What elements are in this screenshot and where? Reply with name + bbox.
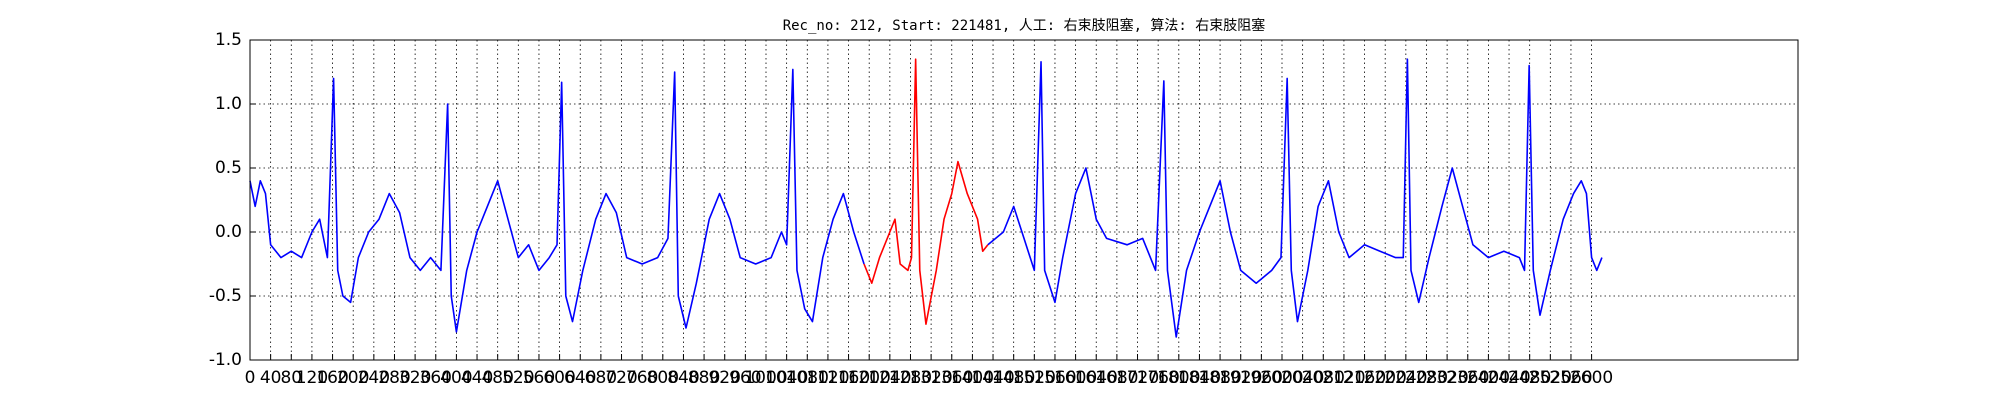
x-tick-label: 680 xyxy=(585,368,617,388)
x-tick-label: 2200 xyxy=(1364,368,1407,388)
x-tick-label: 1600 xyxy=(1054,368,1097,388)
x-tick-label: 2040 xyxy=(1281,368,1324,388)
x-tick-label: 2280 xyxy=(1405,368,1448,388)
x-tick-label: 2560 xyxy=(1549,368,1592,388)
x-tick-label: 2600 xyxy=(1570,368,1613,388)
x-tick-label: 1200 xyxy=(848,368,891,388)
ecg-line xyxy=(249,68,865,333)
x-tick-label: 1000 xyxy=(744,368,787,388)
x-tick-label: 880 xyxy=(688,368,720,388)
x-tick-label: 1120 xyxy=(806,368,849,388)
x-tick-label: 240 xyxy=(358,368,390,388)
x-tick-label: 1360 xyxy=(930,368,973,388)
y-tick-label: 1.5 xyxy=(215,30,242,50)
x-tick-label: 920 xyxy=(708,368,740,388)
x-tick-label: 2360 xyxy=(1446,368,1489,388)
ecg-line xyxy=(863,58,989,325)
y-tick-label: 0.0 xyxy=(215,222,242,242)
x-tick-label: 1520 xyxy=(1013,368,1056,388)
x-tick-label: 1080 xyxy=(786,368,829,388)
x-tick-label: 560 xyxy=(523,368,555,388)
x-tick-label: 720 xyxy=(605,368,637,388)
x-tick-label: 2240 xyxy=(1384,368,1427,388)
x-tick-label: 1280 xyxy=(889,368,932,388)
x-tick-label: 1040 xyxy=(765,368,808,388)
x-tick-label: 1680 xyxy=(1095,368,1138,388)
y-tick-label: -0.5 xyxy=(209,286,242,306)
x-tick-label: 480 xyxy=(481,368,513,388)
chart-title: Rec_no: 212, Start: 221481, 人工: 右束肢阻塞, 算… xyxy=(783,17,1266,34)
x-tick-label: 520 xyxy=(502,368,534,388)
x-tick-label: 800 xyxy=(647,368,679,388)
x-tick-label: 440 xyxy=(461,368,493,388)
x-tick-label: 200 xyxy=(337,368,369,388)
x-tick-label: 1440 xyxy=(971,368,1014,388)
x-tick-label: 280 xyxy=(378,368,410,388)
x-tick-label: 1800 xyxy=(1157,368,1200,388)
x-tick-label: 160 xyxy=(316,368,348,388)
x-tick-label: 1880 xyxy=(1198,368,1241,388)
x-tick-label: 1160 xyxy=(827,368,870,388)
x-tick-label: 360 xyxy=(420,368,452,388)
x-tick-label: 2000 xyxy=(1260,368,1303,388)
x-tick-label: 960 xyxy=(729,368,761,388)
x-tick-label: 760 xyxy=(626,368,658,388)
x-tick-label: 2440 xyxy=(1487,368,1530,388)
x-tick-label: 1480 xyxy=(992,368,1035,388)
x-tick-label: 1760 xyxy=(1137,368,1180,388)
x-tick-label: 640 xyxy=(564,368,596,388)
x-tick-label: 2320 xyxy=(1425,368,1468,388)
x-tick-label: 2480 xyxy=(1508,368,1551,388)
x-tick-label: 40 xyxy=(260,368,282,388)
x-tick-label: 0 xyxy=(245,368,256,388)
x-tick-label: 840 xyxy=(667,368,699,388)
y-tick-label: 0.5 xyxy=(215,158,242,178)
y-tick-label: -1.0 xyxy=(209,350,242,370)
x-tick-label: 1560 xyxy=(1033,368,1076,388)
x-tick-label: 2400 xyxy=(1467,368,1510,388)
x-tick-label: 120 xyxy=(296,368,328,388)
x-tick-label: 1320 xyxy=(909,368,952,388)
x-tick-label: 400 xyxy=(440,368,472,388)
x-tick-label: 2120 xyxy=(1322,368,1365,388)
x-tick-label: 2080 xyxy=(1302,368,1345,388)
ecg-line xyxy=(987,58,1603,338)
x-tick-label: 80 xyxy=(280,368,302,388)
plot-frame xyxy=(249,39,1799,361)
x-tick-label: 2160 xyxy=(1343,368,1386,388)
x-tick-label: 600 xyxy=(543,368,575,388)
x-tick-label: 320 xyxy=(399,368,431,388)
x-tick-label: 1720 xyxy=(1116,368,1159,388)
y-tick-label: 1.0 xyxy=(215,94,242,114)
x-tick-label: 1240 xyxy=(868,368,911,388)
x-tick-label: 1920 xyxy=(1219,368,1262,388)
x-tick-label: 1960 xyxy=(1240,368,1283,388)
x-tick-label: 1640 xyxy=(1075,368,1118,388)
x-tick-label: 1400 xyxy=(951,368,994,388)
x-tick-label: 1840 xyxy=(1178,368,1221,388)
x-tick-label: 2520 xyxy=(1529,368,1572,388)
